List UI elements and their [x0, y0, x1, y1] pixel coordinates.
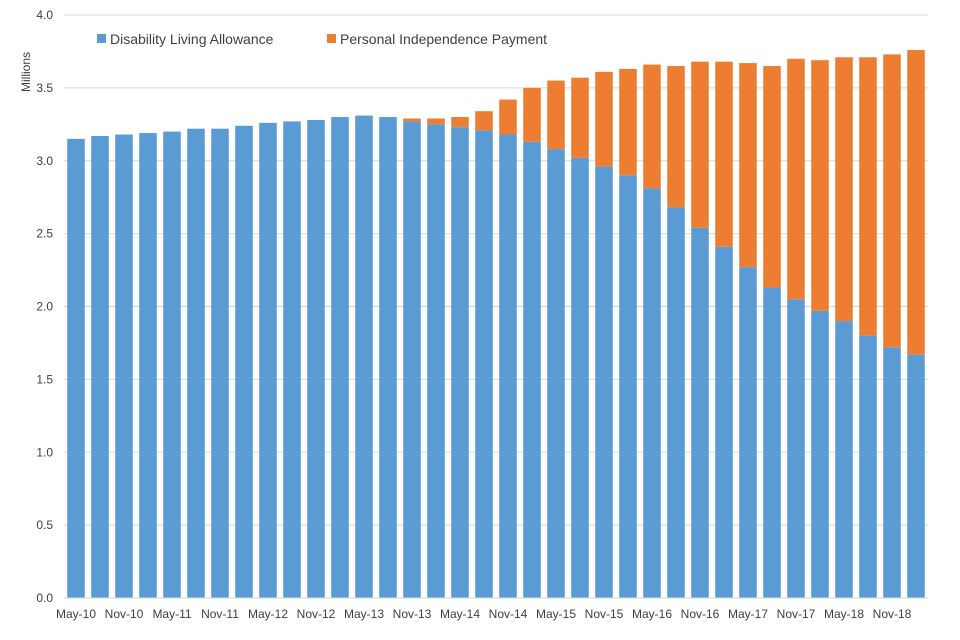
y-tick-label: 1.0 [36, 445, 53, 459]
x-tick-label: Nov-17 [777, 607, 816, 621]
bar-dla-feb-13 [331, 117, 349, 599]
x-tick-label: Nov-18 [873, 607, 912, 621]
bar-pip-may-17 [739, 63, 757, 268]
y-tick-label: 4.0 [36, 8, 53, 22]
x-tick-label: May-14 [440, 607, 480, 621]
x-tick-label: May-16 [632, 607, 672, 621]
legend: Disability Living Allowance Personal Inde… [97, 31, 547, 47]
bar-dla-nov-10 [115, 134, 133, 598]
bar-dla-may-11 [163, 131, 181, 598]
bar-dla-feb-18 [811, 310, 829, 598]
bar-dla-nov-14 [499, 134, 517, 598]
bar-dla-aug-10 [91, 135, 109, 598]
bar-pip-aug-15 [571, 77, 589, 158]
bar-dla-may-12 [259, 122, 277, 598]
x-tick-label: May-17 [728, 607, 768, 621]
x-tick-label: Nov-16 [681, 607, 720, 621]
bar-dla-aug-14 [475, 130, 493, 598]
bar-dla-may-10 [67, 138, 85, 598]
x-tick-label: May-18 [824, 607, 864, 621]
bar-dla-feb-12 [235, 125, 253, 599]
bar-pip-feb-18 [811, 60, 829, 311]
legend-swatch-dla [97, 34, 106, 43]
x-tick-label: May-12 [248, 607, 288, 621]
bar-dla-may-17 [739, 267, 757, 598]
bar-dla-aug-17 [763, 287, 781, 598]
x-tick-label: May-11 [152, 607, 191, 621]
bar-dla-aug-11 [187, 128, 205, 598]
bars [67, 49, 925, 599]
bar-dla-nov-15 [595, 166, 613, 598]
bar-pip-feb-16 [619, 68, 637, 176]
bar-pip-feb-19 [907, 49, 925, 355]
bar-pip-aug-14 [475, 111, 493, 131]
bar-dla-may-16 [643, 188, 661, 598]
bar-dla-nov-17 [787, 299, 805, 598]
x-tick-label: Nov-14 [489, 607, 528, 621]
bar-pip-aug-18 [859, 57, 877, 336]
bar-dla-aug-12 [283, 121, 301, 599]
legend-label-pip: Personal Independence Payment [340, 31, 547, 47]
y-tick-label: 1.5 [36, 372, 53, 386]
bar-dla-nov-11 [211, 128, 229, 598]
x-tick-label: Nov-12 [297, 607, 336, 621]
bar-pip-may-14 [451, 117, 469, 128]
bar-pip-aug-16 [667, 66, 685, 208]
bar-dla-aug-15 [571, 157, 589, 598]
bar-pip-feb-15 [523, 87, 541, 142]
bar-dla-nov-18 [883, 347, 901, 598]
bar-dla-may-14 [451, 127, 469, 598]
bar-pip-aug-17 [763, 66, 781, 288]
bar-pip-feb-17 [715, 61, 733, 247]
bar-dla-feb-11 [139, 133, 157, 598]
legend-swatch-pip [327, 34, 336, 43]
bar-pip-may-18 [835, 57, 853, 322]
bar-dla-aug-18 [859, 335, 877, 598]
y-tick-label: 2.0 [36, 300, 53, 314]
x-tick-label: May-15 [536, 607, 576, 621]
x-tick-label: May-13 [344, 607, 384, 621]
bar-dla-feb-17 [715, 246, 733, 598]
bar-dla-aug-13 [379, 117, 397, 599]
y-tick-label: 3.5 [36, 81, 53, 95]
bar-pip-may-15 [547, 80, 565, 150]
bar-dla-aug-16 [667, 207, 685, 598]
bar-dla-nov-13 [403, 121, 421, 599]
bar-pip-nov-16 [691, 61, 709, 228]
bar-dla-may-18 [835, 321, 853, 598]
y-tick-label: 0.0 [36, 591, 53, 605]
axes: 0.0 0.5 1.0 1.5 2.0 2.5 3.0 3.5 4.0 Millions May-1… [19, 8, 928, 621]
bar-dla-feb-14 [427, 124, 445, 598]
y-axis-title: Millions [19, 52, 33, 92]
y-tick-label: 2.5 [36, 227, 53, 241]
x-tick-label: Nov-15 [585, 607, 624, 621]
bar-dla-feb-16 [619, 175, 637, 598]
bar-dla-may-13 [355, 115, 373, 598]
bar-pip-nov-17 [787, 58, 805, 300]
x-tick-label: Nov-11 [201, 607, 239, 621]
bar-dla-nov-12 [307, 119, 325, 598]
y-tick-label: 3.0 [36, 154, 53, 168]
bar-dla-feb-15 [523, 141, 541, 599]
x-tick-label: Nov-10 [105, 607, 144, 621]
bar-pip-may-16 [643, 64, 661, 189]
y-tick-label: 0.5 [36, 518, 53, 532]
legend-label-dla: Disability Living Allowance [110, 31, 274, 47]
bar-dla-nov-16 [691, 227, 709, 599]
bar-pip-nov-13 [403, 118, 421, 122]
gridlines [64, 14, 928, 599]
bar-pip-feb-14 [427, 118, 445, 125]
bar-dla-may-15 [547, 149, 565, 598]
x-tick-label: Nov-13 [393, 607, 432, 621]
bar-pip-nov-14 [499, 99, 517, 135]
bar-pip-nov-18 [883, 54, 901, 348]
bar-pip-nov-15 [595, 71, 613, 167]
x-tick-label: May-10 [56, 607, 96, 621]
bar-dla-feb-19 [907, 354, 925, 598]
